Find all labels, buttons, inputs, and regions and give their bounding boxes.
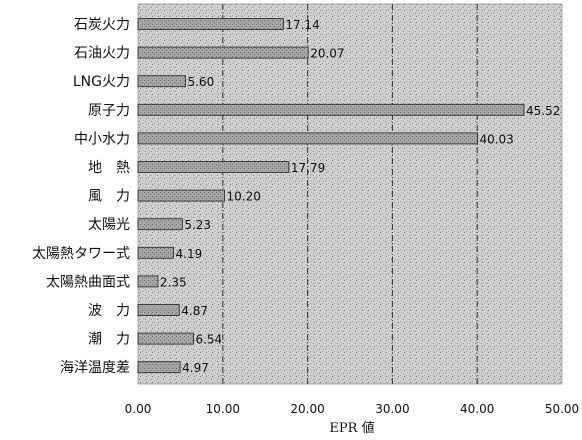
bar-10 [137, 275, 159, 288]
bar-6 [137, 161, 290, 173]
category-label-8: 太陽光 [88, 217, 130, 233]
category-label-6: 地 熱 [88, 160, 130, 176]
bar-9 [137, 246, 174, 259]
category-label-12: 潮 力 [88, 332, 130, 348]
bar-8 [137, 218, 183, 231]
category-label-9: 太陽熱タワー式 [32, 246, 130, 262]
bar-5 [137, 132, 478, 145]
category-label-13: 海洋温度差 [60, 360, 130, 376]
x-tick-3: 30.00 [375, 402, 409, 416]
value-label-1: 17.14 [285, 18, 319, 32]
x-axis-title: EPR 値 [329, 420, 374, 436]
bar-1 [137, 18, 284, 30]
value-label-6: 17.79 [291, 161, 325, 175]
category-label-3: LNG火力 [73, 74, 130, 90]
value-label-3: 5.60 [187, 75, 214, 89]
x-tick-labels: 0.00 10.00 20.00 30.00 40.00 50.00 [125, 402, 580, 416]
x-tick-0: 0.00 [125, 402, 152, 416]
value-label-5: 40.03 [479, 132, 513, 146]
category-label-5: 中小水力 [74, 131, 130, 147]
category-label-11: 波 力 [88, 303, 130, 319]
value-label-13: 4.97 [182, 361, 209, 375]
bar-11 [137, 304, 180, 316]
bar-12 [137, 332, 194, 345]
category-label-10: 太陽熱曲面式 [46, 274, 130, 290]
bar-4 [137, 103, 525, 116]
category-label-7: 風 力 [88, 189, 130, 205]
value-label-7: 10.20 [226, 190, 260, 204]
x-tick-1: 10.00 [206, 402, 240, 416]
x-tick-4: 40.00 [460, 402, 494, 416]
bars: 17.14 20.07 5.60 45.52 40.03 17.79 10.20 5.23 4.… [137, 18, 560, 375]
value-label-2: 20.07 [310, 47, 344, 61]
value-label-10: 2.35 [160, 275, 187, 289]
value-label-4: 45.52 [526, 104, 560, 118]
bar-3 [137, 75, 186, 88]
category-label-4: 原子力 [88, 103, 130, 119]
category-label-1: 石炭火力 [74, 17, 130, 33]
bar-13 [137, 361, 181, 374]
value-label-12: 6.54 [195, 333, 222, 347]
value-label-8: 5.23 [184, 218, 211, 232]
x-tick-5: 50.00 [545, 402, 579, 416]
value-label-9: 4.19 [176, 247, 203, 261]
bar-2 [137, 46, 309, 59]
x-tick-2: 20.00 [290, 402, 324, 416]
bar-7 [137, 189, 225, 202]
value-label-11: 4.87 [181, 304, 208, 318]
category-label-2: 石油火力 [74, 46, 130, 62]
